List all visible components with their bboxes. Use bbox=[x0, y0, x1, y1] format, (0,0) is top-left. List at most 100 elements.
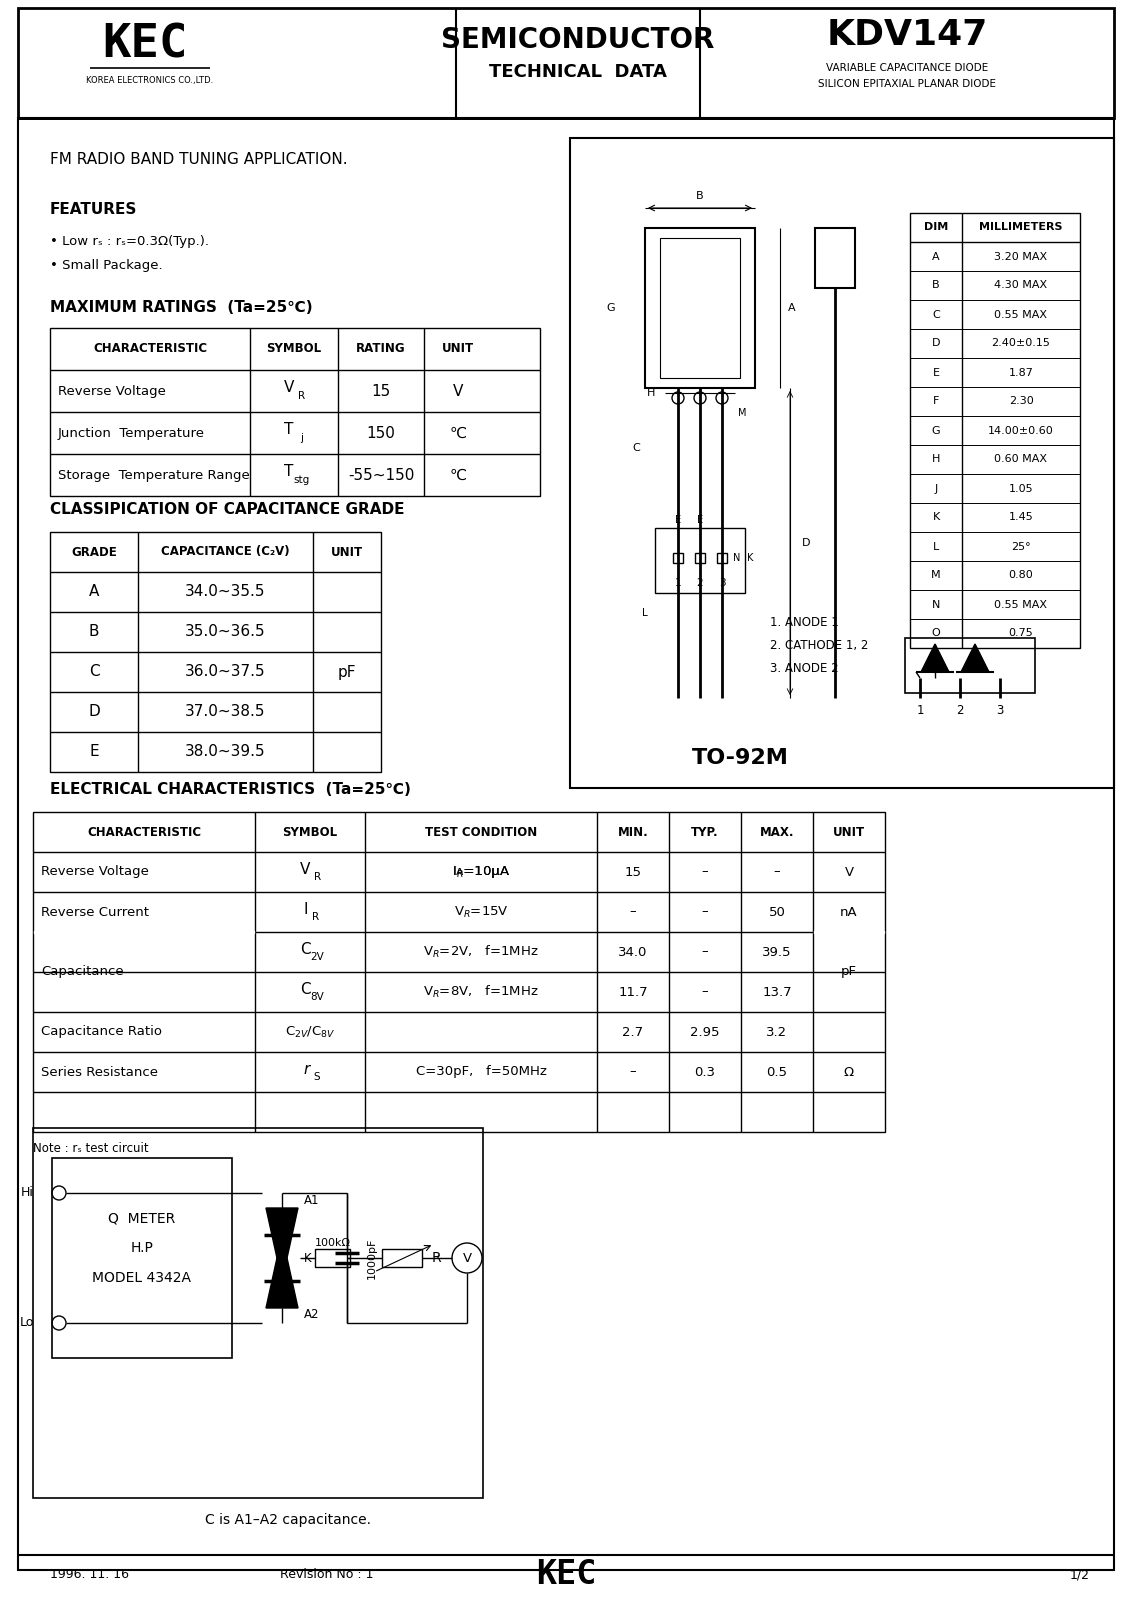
Text: UNIT: UNIT bbox=[441, 342, 474, 355]
Text: R: R bbox=[299, 390, 306, 402]
Text: A: A bbox=[88, 584, 100, 600]
Text: MAXIMUM RATINGS  (Ta=25℃): MAXIMUM RATINGS (Ta=25℃) bbox=[50, 301, 312, 315]
Text: TYP.: TYP. bbox=[692, 826, 719, 838]
Bar bbox=[315, 1250, 350, 1267]
Text: K: K bbox=[933, 512, 940, 523]
Text: 100kΩ: 100kΩ bbox=[315, 1238, 351, 1248]
Text: R: R bbox=[312, 912, 319, 922]
Text: C is A1–A2 capacitance.: C is A1–A2 capacitance. bbox=[205, 1514, 371, 1526]
Text: V$_R$=15V: V$_R$=15V bbox=[454, 904, 508, 920]
Text: VARIABLE CAPACITANCE DIODE: VARIABLE CAPACITANCE DIODE bbox=[826, 62, 988, 74]
Bar bbox=[381, 1250, 422, 1267]
Text: Series Resistance: Series Resistance bbox=[41, 1066, 158, 1078]
Bar bbox=[660, 238, 740, 378]
Text: H.P: H.P bbox=[130, 1242, 154, 1254]
Text: CHARACTERISTIC: CHARACTERISTIC bbox=[93, 342, 207, 355]
Bar bbox=[50, 328, 540, 496]
Text: –: – bbox=[702, 946, 709, 958]
Text: RATING: RATING bbox=[357, 342, 405, 355]
Polygon shape bbox=[266, 1208, 298, 1280]
Text: –: – bbox=[629, 906, 636, 918]
Text: Capacitance: Capacitance bbox=[41, 965, 123, 979]
Text: B: B bbox=[696, 190, 704, 202]
Text: 2V: 2V bbox=[310, 952, 324, 962]
Text: C=30pF,   f=50MHz: C=30pF, f=50MHz bbox=[415, 1066, 547, 1078]
Text: S: S bbox=[314, 1072, 320, 1082]
Text: E: E bbox=[89, 744, 98, 760]
Text: E: E bbox=[697, 515, 703, 525]
Text: stg: stg bbox=[294, 475, 310, 485]
Text: M: M bbox=[932, 571, 941, 581]
Bar bbox=[717, 554, 727, 563]
Text: T: T bbox=[284, 464, 293, 480]
Text: D: D bbox=[801, 538, 811, 547]
Text: H: H bbox=[932, 454, 941, 464]
Text: 2: 2 bbox=[696, 578, 703, 587]
Text: 0.5: 0.5 bbox=[766, 1066, 788, 1078]
Text: 37.0~38.5: 37.0~38.5 bbox=[186, 704, 266, 720]
Text: 0.3: 0.3 bbox=[695, 1066, 715, 1078]
Text: Reverse Current: Reverse Current bbox=[41, 906, 149, 918]
Text: J: J bbox=[934, 483, 937, 493]
Text: MAX.: MAX. bbox=[760, 826, 795, 838]
Text: –: – bbox=[773, 866, 780, 878]
Text: N: N bbox=[932, 600, 941, 610]
Text: UNIT: UNIT bbox=[331, 546, 363, 558]
Text: 3: 3 bbox=[996, 704, 1004, 717]
Text: C: C bbox=[633, 443, 640, 453]
Text: C: C bbox=[88, 664, 100, 680]
Bar bbox=[50, 531, 381, 773]
Text: • Small Package.: • Small Package. bbox=[50, 259, 163, 272]
Text: KEC: KEC bbox=[535, 1558, 597, 1592]
Bar bbox=[18, 8, 1114, 118]
Text: V: V bbox=[844, 866, 854, 878]
Text: 3.20 MAX: 3.20 MAX bbox=[994, 251, 1047, 261]
Text: 15: 15 bbox=[371, 384, 391, 398]
Text: • Low rₛ : rₛ=0.3Ω(Typ.).: • Low rₛ : rₛ=0.3Ω(Typ.). bbox=[50, 235, 209, 248]
Text: SYMBOL: SYMBOL bbox=[266, 342, 321, 355]
Text: CHARACTERISTIC: CHARACTERISTIC bbox=[87, 826, 201, 838]
Text: N: N bbox=[734, 554, 740, 563]
Text: –: – bbox=[702, 866, 709, 878]
Bar bbox=[695, 554, 705, 563]
Text: A2: A2 bbox=[305, 1309, 319, 1322]
Text: 2.40±0.15: 2.40±0.15 bbox=[992, 339, 1050, 349]
Text: nA: nA bbox=[840, 906, 858, 918]
Text: A: A bbox=[932, 251, 940, 261]
Text: 13.7: 13.7 bbox=[762, 986, 791, 998]
Text: 3: 3 bbox=[719, 578, 726, 587]
Text: pF: pF bbox=[841, 965, 857, 979]
Text: 150: 150 bbox=[367, 426, 395, 440]
Bar bbox=[910, 213, 1080, 648]
Text: 2: 2 bbox=[957, 704, 963, 717]
Text: A1: A1 bbox=[305, 1195, 319, 1208]
Text: 1996. 11. 16: 1996. 11. 16 bbox=[50, 1568, 129, 1581]
Text: C: C bbox=[300, 981, 310, 997]
Bar bbox=[904, 638, 1035, 693]
Text: V: V bbox=[300, 861, 310, 877]
Text: MIN.: MIN. bbox=[618, 826, 649, 838]
Text: B: B bbox=[932, 280, 940, 291]
Text: O: O bbox=[932, 629, 941, 638]
Text: 1. ANODE 1: 1. ANODE 1 bbox=[770, 616, 839, 629]
Text: A: A bbox=[788, 302, 796, 314]
Text: DIM: DIM bbox=[924, 222, 949, 232]
Text: K: K bbox=[305, 1251, 311, 1264]
Text: 2.95: 2.95 bbox=[691, 1026, 720, 1038]
Bar bbox=[33, 813, 885, 1133]
Text: KOREA ELECTRONICS CO.,LTD.: KOREA ELECTRONICS CO.,LTD. bbox=[86, 75, 214, 85]
Text: 0.75: 0.75 bbox=[1009, 629, 1034, 638]
Text: I: I bbox=[303, 901, 308, 917]
Text: MODEL 4342A: MODEL 4342A bbox=[93, 1270, 191, 1285]
Text: SILICON EPITAXIAL PLANAR DIODE: SILICON EPITAXIAL PLANAR DIODE bbox=[818, 78, 996, 90]
Text: FM RADIO BAND TUNING APPLICATION.: FM RADIO BAND TUNING APPLICATION. bbox=[50, 152, 348, 168]
Text: 50: 50 bbox=[769, 906, 786, 918]
Bar bbox=[655, 528, 745, 594]
Text: KEC: KEC bbox=[102, 22, 188, 67]
Text: 3. ANODE 2: 3. ANODE 2 bbox=[770, 662, 839, 675]
Bar bbox=[52, 1158, 232, 1358]
Text: TECHNICAL  DATA: TECHNICAL DATA bbox=[489, 62, 667, 82]
Text: D: D bbox=[88, 704, 100, 720]
Polygon shape bbox=[921, 643, 949, 672]
Text: C$_{2V}$/C$_{8V}$: C$_{2V}$/C$_{8V}$ bbox=[285, 1024, 335, 1040]
